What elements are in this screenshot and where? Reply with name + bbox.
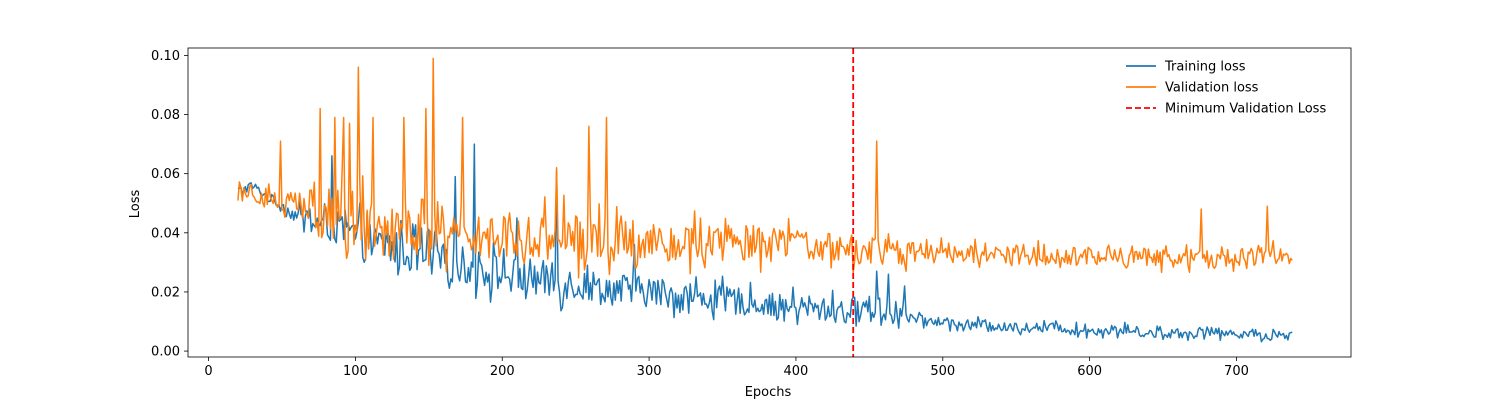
y-tick-label: 0.00 [151,345,180,360]
y-axis: 0.00 0.02 0.04 0.06 0.08 0.10 [151,49,188,360]
legend-label: Training loss [1164,60,1246,75]
legend-label: Minimum Validation Loss [1165,102,1326,117]
x-tick-label: 200 [490,364,515,379]
legend-label: Validation loss [1165,81,1259,96]
legend-item-min-validation-loss: Minimum Validation Loss [1126,102,1326,117]
x-tick-label: 400 [784,364,809,379]
y-tick-label: 0.08 [151,108,180,123]
y-axis-label: Loss [128,190,143,219]
x-tick-label: 700 [1224,364,1249,379]
x-axis-label: Epochs [745,385,792,400]
y-tick-label: 0.10 [151,49,180,64]
x-tick-label: 600 [1077,364,1102,379]
x-tick-label: 0 [204,364,212,379]
plot-frame [187,47,1352,358]
series-line-validation-loss [237,57,1293,279]
x-axis: 0 100 200 300 400 500 600 700 [204,357,1249,379]
x-tick-label: 300 [637,364,662,379]
y-tick-label: 0.02 [151,285,180,300]
y-tick-label: 0.04 [151,226,180,241]
y-tick-label: 0.06 [151,167,180,182]
x-tick-label: 500 [930,364,955,379]
x-tick-label: 100 [343,364,368,379]
legend-item-training-loss: Training loss [1126,60,1246,75]
legend: Training loss Validation loss Minimum Vali… [1126,60,1326,117]
plot-area [237,48,1293,357]
legend-item-validation-loss: Validation loss [1126,81,1259,96]
series-line-training-loss [237,143,1293,343]
